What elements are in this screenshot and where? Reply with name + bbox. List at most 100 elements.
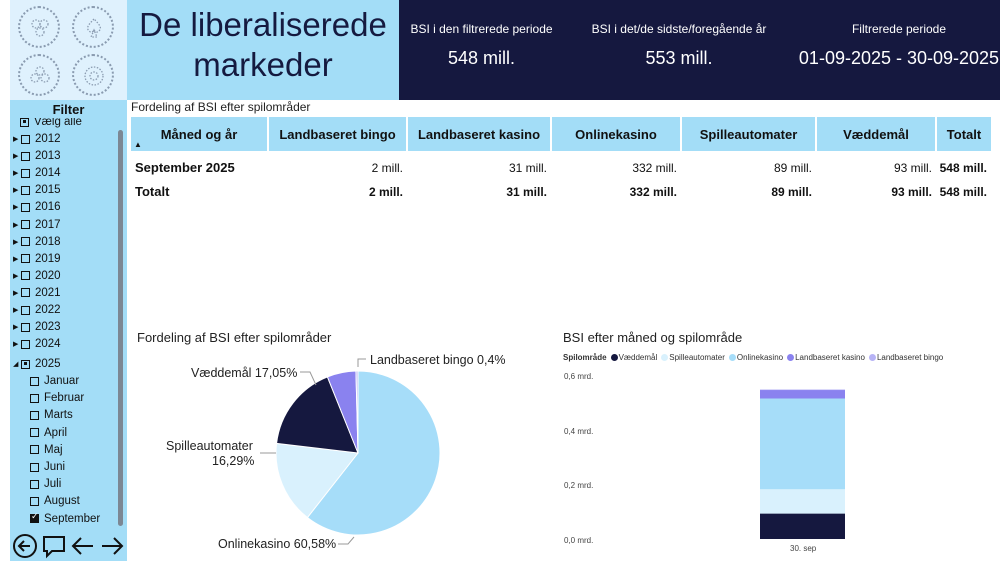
checkbox-icon[interactable]	[21, 288, 30, 298]
bar-segment-onlinekasino[interactable]	[760, 398, 845, 490]
nav-icons	[10, 532, 127, 560]
checkbox-icon[interactable]	[21, 202, 30, 212]
bar-segment-landbaseret-kasino[interactable]	[760, 390, 845, 399]
column-header-month[interactable]: Måned og år ▲	[131, 117, 269, 151]
month-item[interactable]: Juli	[30, 476, 61, 492]
legend-item[interactable]: Spilleautomater	[661, 353, 725, 362]
filter-scrollbar[interactable]	[118, 130, 123, 526]
legend-item[interactable]: Væddemål	[610, 353, 657, 362]
checkbox-icon[interactable]	[21, 305, 30, 315]
checkbox-icon[interactable]	[21, 237, 30, 247]
year-item-2018[interactable]: ▶ 2018	[13, 234, 61, 250]
column-header-totalt[interactable]: Totalt	[936, 117, 991, 151]
bar-segment-landbaseret-bingo[interactable]	[760, 389, 845, 391]
pie-slice-spilleautomater[interactable]	[275, 442, 359, 519]
roulette-icon	[72, 54, 114, 96]
caret-right-icon[interactable]: ▶	[13, 136, 19, 143]
caret-right-icon[interactable]: ▶	[13, 272, 19, 280]
year-item-2014[interactable]: ▶ 2014	[13, 165, 61, 181]
back-circle-icon[interactable]	[12, 533, 38, 559]
year-item-2017[interactable]: ▶ 2017	[13, 217, 61, 233]
leader-line	[357, 358, 366, 367]
year-item-2016[interactable]: ▶ 2016	[13, 199, 61, 215]
checkbox-icon[interactable]	[21, 220, 30, 229]
y-tick: 0,6 mrd.	[564, 372, 593, 381]
year-item-2021[interactable]: ▶ 2021	[13, 285, 61, 301]
comment-icon[interactable]	[41, 533, 67, 559]
checkbox-icon[interactable]	[30, 479, 39, 489]
checkbox-icon[interactable]	[30, 428, 39, 438]
checkbox-icon[interactable]	[30, 410, 39, 420]
checkbox-icon[interactable]	[30, 445, 39, 455]
caret-right-icon[interactable]: ▶	[13, 289, 19, 297]
year-label: 2018	[35, 235, 61, 248]
month-item[interactable]: April	[30, 425, 67, 441]
sort-asc-icon[interactable]: ▲	[134, 140, 142, 149]
checkbox-icon[interactable]	[21, 168, 30, 178]
month-item[interactable]: Marts	[30, 407, 73, 423]
year-label: 2017	[35, 218, 61, 231]
month-item[interactable]: Juni	[30, 459, 65, 475]
filter-list[interactable]: Vælg alle ◢ 2025 ▶ 2012 ▶ 2013 ▶ 2014 ▶ 2015 ▶ 20…	[10, 118, 127, 530]
column-header-bingo[interactable]: Landbaseret bingo	[268, 117, 408, 151]
pie-slice-landbaseret-bingo[interactable]	[355, 370, 359, 454]
month-item[interactable]: September	[30, 511, 100, 527]
caret-down-icon[interactable]: ◢	[13, 361, 19, 368]
caret-right-icon[interactable]: ▶	[13, 204, 19, 212]
kpi-filtered-period: BSI i den filtrerede periode 548 mill.	[399, 22, 564, 69]
checkbox-icon[interactable]	[21, 151, 30, 161]
legend-item[interactable]: Landbaseret bingo	[868, 353, 943, 362]
caret-right-icon[interactable]: ▶	[13, 324, 19, 332]
checkbox-icon[interactable]	[21, 271, 30, 281]
month-item[interactable]: Februar	[30, 390, 84, 406]
pie-slice-onlinekasino[interactable]	[306, 370, 441, 536]
caret-right-icon[interactable]: ▶	[13, 307, 19, 314]
arrow-left-icon[interactable]	[70, 533, 96, 559]
column-header-onlinekasino[interactable]: Onlinekasino	[551, 117, 682, 151]
caret-right-icon[interactable]: ▶	[13, 221, 19, 229]
arrow-right-icon[interactable]	[99, 533, 125, 559]
checkbox-icon[interactable]	[21, 359, 30, 369]
checkbox-icon[interactable]	[21, 339, 30, 349]
caret-right-icon[interactable]: ▶	[13, 238, 19, 246]
year-item-2015[interactable]: ▶ 2015	[13, 182, 61, 198]
year-item-2020[interactable]: ▶ 2020	[13, 268, 61, 284]
kpi-bar: BSI i den filtrerede periode 548 mill. B…	[399, 0, 1000, 100]
checkbox-icon[interactable]	[30, 496, 39, 506]
month-item[interactable]: Januar	[30, 373, 79, 389]
checkbox-icon[interactable]	[21, 134, 30, 144]
caret-right-icon[interactable]: ▶	[13, 153, 19, 161]
select-all-item[interactable]: Vælg alle	[20, 118, 82, 130]
checkbox-icon[interactable]	[30, 462, 39, 472]
caret-right-icon[interactable]: ▶	[13, 187, 19, 195]
checkbox-icon[interactable]	[30, 376, 39, 386]
checkbox-icon[interactable]	[30, 393, 39, 403]
year-item-2019[interactable]: ▶ 2019	[13, 251, 61, 267]
column-header-vaeddemaal[interactable]: Væddemål	[816, 117, 937, 151]
checkbox-icon[interactable]	[21, 185, 30, 195]
year-item-2023[interactable]: ▶ 2023	[13, 319, 61, 335]
year-item-2013[interactable]: ▶ 2013	[13, 148, 61, 164]
year-item-2024[interactable]: ▶ 2024	[13, 336, 61, 352]
month-item[interactable]: August	[30, 493, 80, 509]
logo-panel	[10, 0, 127, 100]
year-item-2012[interactable]: ▶ 2012	[13, 131, 61, 147]
checkbox-icon[interactable]	[20, 118, 29, 127]
year-item-2022[interactable]: ▶ 2022	[13, 302, 61, 318]
legend-item[interactable]: Onlinekasino	[728, 353, 783, 362]
month-item[interactable]: Maj	[30, 442, 63, 458]
page-title: De liberaliserede markeder	[127, 0, 399, 100]
caret-right-icon[interactable]: ▶	[13, 255, 19, 263]
bar-segment-væddemål[interactable]	[760, 513, 845, 539]
checkbox-icon[interactable]	[21, 322, 30, 332]
column-header-spilleautomater[interactable]: Spilleautomater	[681, 117, 817, 151]
checkbox-icon[interactable]	[30, 511, 39, 524]
pie-slice-væddemål[interactable]	[276, 376, 359, 454]
bar-segment-spilleautomater[interactable]	[760, 489, 845, 514]
column-header-kasino[interactable]: Landbaseret kasino	[407, 117, 552, 151]
caret-right-icon[interactable]: ▶	[13, 170, 19, 178]
caret-right-icon[interactable]: ▶	[13, 341, 19, 349]
legend-item[interactable]: Landbaseret kasino	[787, 353, 865, 362]
checkbox-icon[interactable]	[21, 254, 30, 264]
year-item-2025[interactable]: ◢ 2025	[13, 356, 61, 372]
